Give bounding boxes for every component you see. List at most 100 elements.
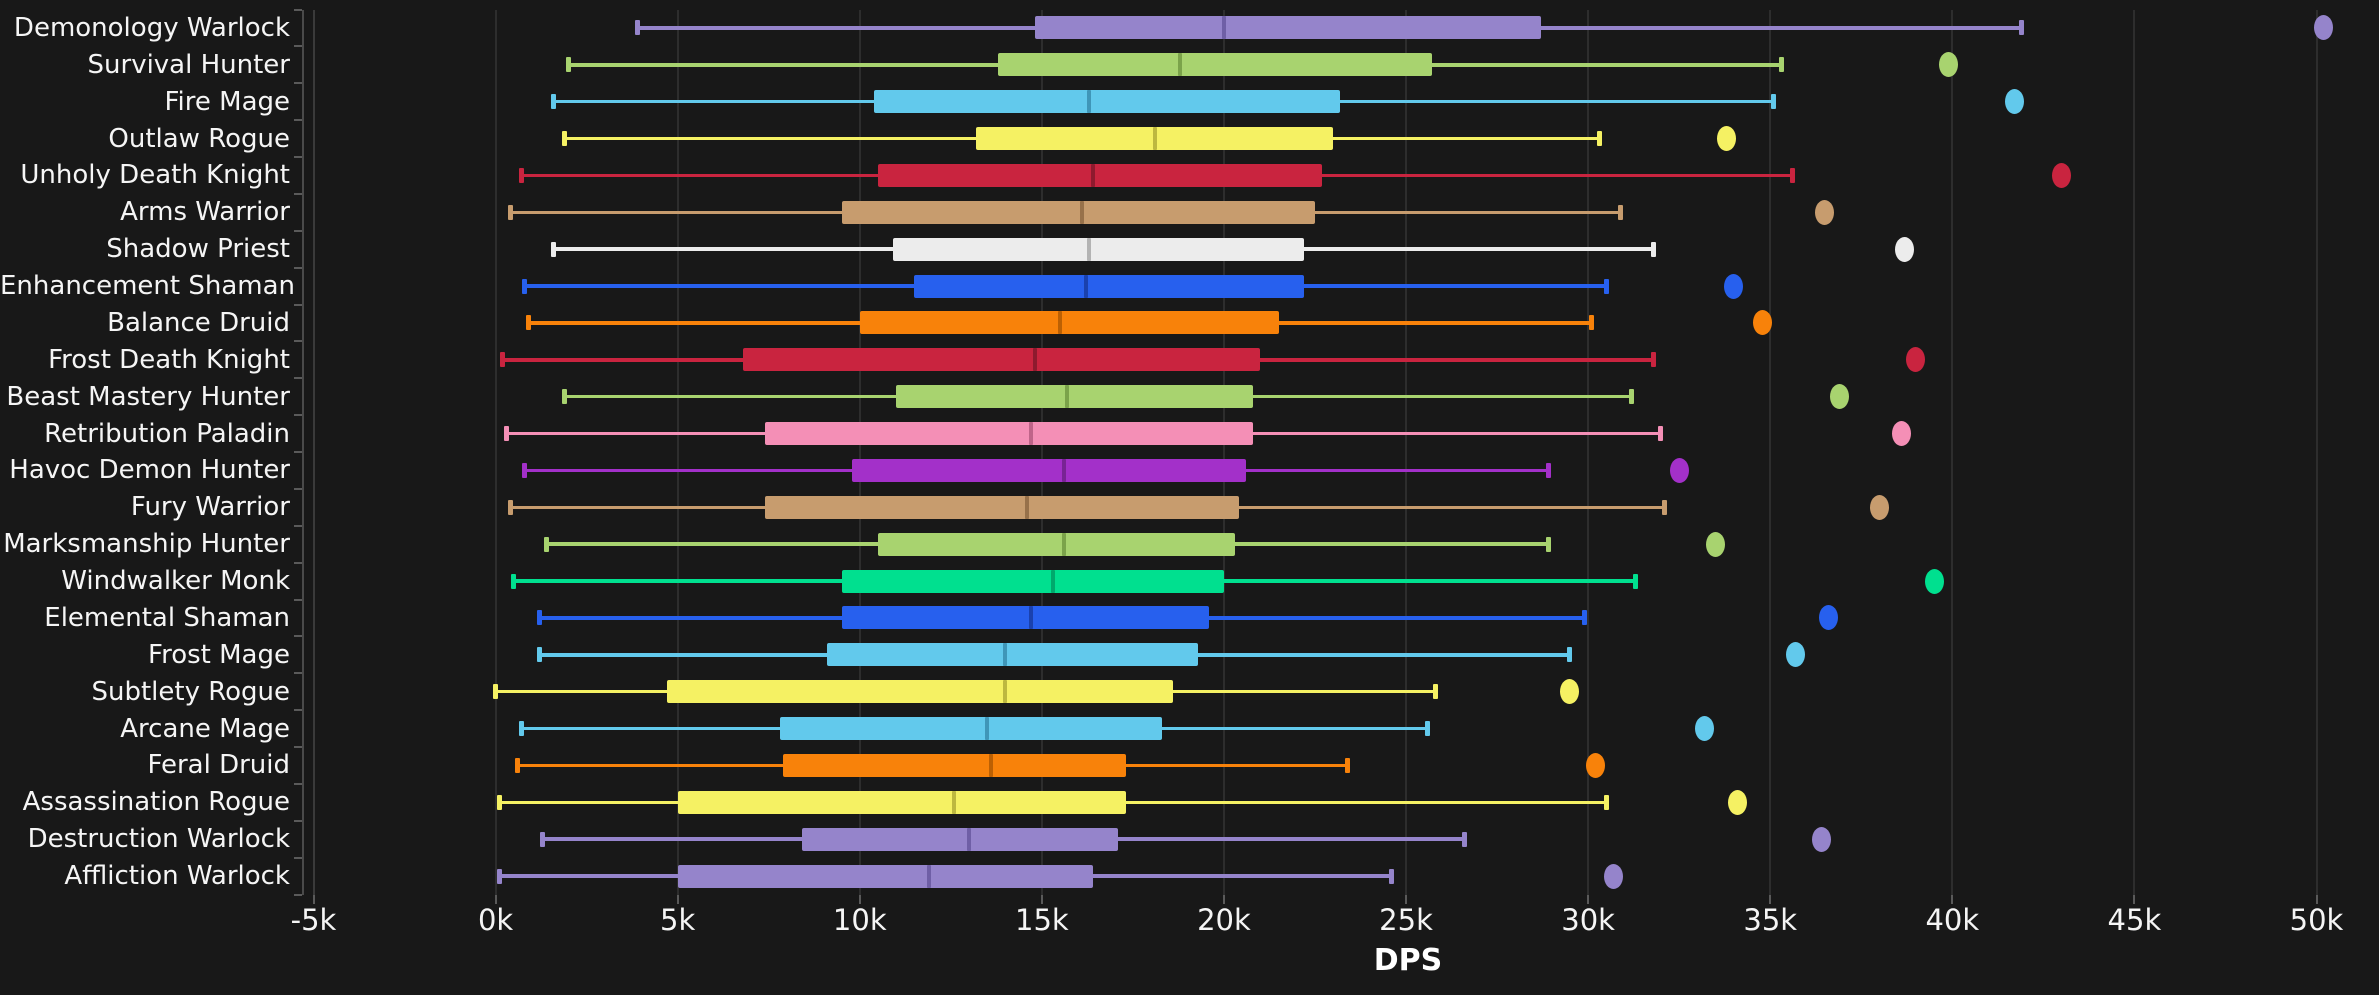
x-axis-tick: [1222, 894, 1225, 904]
whisker-cap-low: [551, 241, 557, 257]
outlier-dot-destruction-warlock[interactable]: [1811, 826, 1831, 852]
whisker-cap-high: [1567, 647, 1573, 663]
outlier-dot-elemental-shaman[interactable]: [1818, 605, 1838, 631]
y-axis-tick: [294, 303, 302, 306]
boxplot-box-enhancement-shaman[interactable]: [914, 274, 1305, 298]
outlier-dot-unholy-death-knight[interactable]: [2052, 162, 2072, 188]
x-tick-label: 25k: [1379, 903, 1433, 937]
whisker-cap-low: [504, 426, 510, 442]
whisker-cap-low: [536, 610, 542, 626]
y-axis-tick: [294, 635, 302, 638]
whisker-cap-high: [2019, 20, 2024, 36]
outlier-dot-affliction-warlock[interactable]: [1604, 863, 1624, 889]
x-axis-tick: [1769, 894, 1772, 904]
outlier-dot-frost-death-knight[interactable]: [1906, 347, 1926, 373]
whisker-cap-high: [1388, 868, 1394, 884]
boxplot-box-havoc-demon-hunter[interactable]: [852, 458, 1246, 482]
whisker-cap-high: [1629, 389, 1635, 405]
boxplot-median: [1058, 311, 1063, 335]
outlier-dot-shadow-priest[interactable]: [1895, 236, 1915, 262]
whisker-cap-high: [1662, 499, 1668, 515]
outlier-dot-feral-druid[interactable]: [1585, 752, 1605, 778]
boxplot-box-marksmanship-hunter[interactable]: [877, 532, 1235, 556]
category-label-frost-mage: Frost Mage: [148, 639, 290, 670]
outlier-dot-subtlety-rogue[interactable]: [1560, 679, 1580, 705]
outlier-dot-demonology-warlock[interactable]: [2314, 15, 2334, 41]
category-label-affliction-warlock: Affliction Warlock: [64, 861, 290, 892]
x-axis-tick: [2315, 894, 2318, 904]
y-axis-tick: [294, 229, 302, 232]
boxplot-box-fury-warrior[interactable]: [765, 495, 1239, 519]
boxplot-box-shadow-priest[interactable]: [892, 237, 1305, 261]
whisker-cap-low: [493, 684, 499, 700]
category-label-arcane-mage: Arcane Mage: [120, 713, 290, 744]
y-axis-tick: [294, 524, 302, 527]
boxplot-median: [967, 827, 972, 851]
category-label-windwalker-monk: Windwalker Monk: [61, 566, 290, 597]
whisker-cap-high: [1778, 57, 1784, 73]
category-label-shadow-priest: Shadow Priest: [106, 234, 290, 265]
boxplot-box-frost-mage[interactable]: [826, 643, 1199, 667]
gridline: [1769, 9, 1772, 895]
outlier-dot-enhancement-shaman[interactable]: [1724, 273, 1744, 299]
outlier-dot-havoc-demon-hunter[interactable]: [1669, 457, 1689, 483]
boxplot-box-windwalker-monk[interactable]: [841, 569, 1224, 593]
x-tick-label: 45k: [2107, 903, 2162, 937]
boxplot-box-balance-druid[interactable]: [859, 311, 1279, 335]
boxplot-box-fire-mage[interactable]: [874, 90, 1341, 114]
x-tick-label: 50k: [2289, 903, 2344, 937]
boxplot-box-beast-mastery-hunter[interactable]: [896, 385, 1254, 409]
whisker-cap-high: [1771, 94, 1777, 110]
boxplot-box-elemental-shaman[interactable]: [841, 606, 1210, 630]
outlier-dot-retribution-paladin[interactable]: [1891, 421, 1911, 447]
category-label-marksmanship-hunter: Marksmanship Hunter: [3, 529, 290, 560]
y-axis-tick: [294, 487, 302, 490]
gridline: [2133, 9, 2136, 895]
outlier-dot-marksmanship-hunter[interactable]: [1706, 531, 1726, 557]
x-axis-tick: [312, 894, 315, 904]
outlier-dot-fury-warrior[interactable]: [1869, 494, 1889, 520]
x-tick-label: 15k: [1015, 903, 1069, 937]
whisker-cap-high: [1589, 315, 1595, 331]
outlier-dot-frost-mage[interactable]: [1786, 642, 1806, 668]
boxplot-box-assassination-rogue[interactable]: [677, 790, 1126, 814]
gridline: [2315, 9, 2318, 895]
outlier-dot-survival-hunter[interactable]: [1939, 52, 1959, 78]
boxplot-box-frost-death-knight[interactable]: [743, 348, 1261, 372]
outlier-dot-arcane-mage[interactable]: [1695, 716, 1715, 742]
boxplot-box-unholy-death-knight[interactable]: [877, 163, 1323, 187]
whisker-cap-high: [1345, 757, 1351, 773]
y-axis-tick: [294, 819, 302, 822]
whisker-cap-low: [544, 536, 550, 552]
whisker-cap-low: [635, 20, 641, 36]
outlier-dot-windwalker-monk[interactable]: [1924, 568, 1944, 594]
whisker-cap-high: [1581, 610, 1587, 626]
boxplot-median: [952, 790, 957, 814]
boxplot-median: [1083, 274, 1088, 298]
boxplot-box-retribution-paladin[interactable]: [765, 422, 1254, 446]
x-tick-label: 5k: [660, 903, 696, 937]
y-axis-tick: [294, 856, 302, 859]
boxplot-box-feral-druid[interactable]: [783, 753, 1126, 777]
boxplot-box-subtlety-rogue[interactable]: [666, 680, 1173, 704]
category-label-havoc-demon-hunter: Havoc Demon Hunter: [9, 455, 290, 486]
outlier-dot-beast-mastery-hunter[interactable]: [1829, 384, 1849, 410]
outlier-dot-outlaw-rogue[interactable]: [1717, 126, 1737, 152]
boxplot-median: [985, 717, 990, 741]
x-axis-title: DPS: [1373, 943, 1443, 978]
category-label-retribution-paladin: Retribution Paladin: [44, 418, 290, 449]
boxplot-box-arms-warrior[interactable]: [841, 200, 1315, 224]
boxplot-box-destruction-warlock[interactable]: [801, 827, 1119, 851]
category-label-demonology-warlock: Demonology Warlock: [13, 12, 290, 43]
boxplot-box-survival-hunter[interactable]: [998, 53, 1432, 77]
outlier-dot-fire-mage[interactable]: [2004, 89, 2024, 115]
boxplot-box-demonology-warlock[interactable]: [1034, 16, 1541, 40]
boxplot-box-affliction-warlock[interactable]: [677, 864, 1093, 888]
y-axis-line: [302, 9, 304, 895]
y-axis-tick: [294, 377, 302, 380]
outlier-dot-assassination-rogue[interactable]: [1727, 789, 1747, 815]
outlier-dot-arms-warrior[interactable]: [1815, 199, 1835, 225]
category-label-arms-warrior: Arms Warrior: [120, 197, 290, 228]
boxplot-box-arcane-mage[interactable]: [779, 717, 1163, 741]
outlier-dot-balance-druid[interactable]: [1753, 310, 1773, 336]
